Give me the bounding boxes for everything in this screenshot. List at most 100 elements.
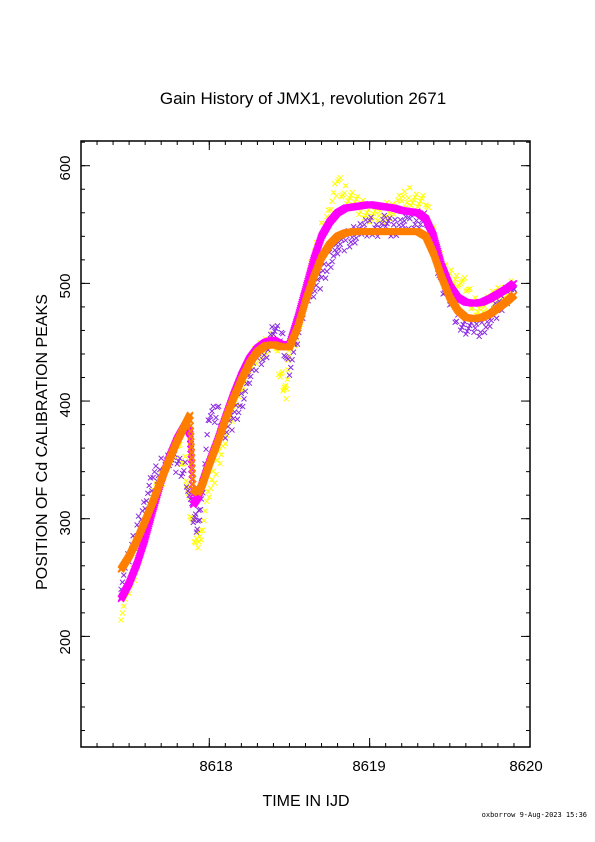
series-orange [117, 227, 518, 573]
data-point [476, 305, 483, 312]
x-tick-label-8620: 8620 [509, 758, 542, 775]
y-tick-label-200: 200 [57, 629, 74, 654]
data-point [258, 361, 265, 368]
data-point [353, 235, 360, 241]
data-point [408, 202, 414, 209]
data-point [406, 215, 413, 222]
data-point [239, 403, 246, 410]
data-point [202, 508, 209, 514]
y-tick-label-400: 400 [57, 392, 74, 417]
data-point [414, 203, 421, 210]
data-point [488, 317, 495, 324]
data-point [345, 198, 352, 204]
data-point [235, 409, 242, 416]
data-point [409, 199, 416, 206]
data-point [211, 419, 218, 426]
data-point [384, 220, 390, 227]
chart-title: Gain History of JMX1, revolution 2671 [160, 89, 446, 108]
data-point [463, 331, 469, 337]
data-point [259, 356, 266, 363]
data-point [242, 388, 249, 395]
data-point [378, 220, 385, 227]
data-point [328, 264, 334, 271]
data-point [185, 488, 191, 494]
data-point [120, 572, 127, 578]
data-point [329, 258, 336, 265]
data-point [362, 212, 369, 219]
data-point [271, 328, 278, 335]
data-point [356, 211, 362, 218]
y-tick-label-600: 600 [57, 155, 74, 180]
data-point [119, 579, 126, 586]
data-point [400, 222, 406, 229]
data-point [404, 199, 410, 206]
data-point [286, 372, 293, 379]
y-axis-label: POSITION OF Cd CALIBRATION PEAKS [34, 294, 51, 590]
data-point [175, 458, 182, 464]
data-point [471, 329, 477, 336]
data-point [448, 267, 455, 273]
data-point [182, 453, 189, 460]
data-point [196, 507, 202, 514]
data-point [195, 517, 201, 524]
data-point [144, 490, 151, 497]
data-point [333, 192, 340, 199]
data-point [398, 198, 405, 204]
data-point [412, 194, 418, 201]
data-point [178, 473, 185, 480]
data-point [510, 279, 518, 287]
data-point [263, 354, 270, 361]
data-point [460, 321, 467, 328]
data-point [203, 498, 210, 505]
data-point [336, 246, 342, 252]
data-point [457, 327, 464, 333]
x-tick-label-8618: 8618 [199, 758, 232, 775]
data-point [207, 485, 214, 492]
data-point [328, 206, 334, 213]
data-point [206, 417, 213, 424]
data-point [337, 241, 344, 248]
data-point [476, 333, 483, 340]
data-point [337, 175, 344, 181]
data-point [346, 243, 353, 250]
data-point [322, 275, 329, 281]
data-point [173, 469, 179, 476]
data-point [196, 533, 203, 540]
data-point [143, 498, 150, 504]
data-point [179, 470, 186, 477]
x-tick-label-8619: 8619 [352, 758, 385, 775]
footer-stamp: oxborrow 9-Aug-2023 15:36 [482, 811, 587, 819]
data-point [206, 494, 213, 500]
data-point [203, 446, 209, 453]
axis-ticks [80, 141, 531, 747]
data-point [418, 195, 425, 202]
data-point [222, 441, 229, 447]
data-point [241, 396, 247, 402]
data-point [385, 215, 392, 222]
data-point [397, 216, 404, 223]
data-point [401, 218, 408, 224]
data-point [198, 537, 205, 543]
data-point [280, 387, 286, 394]
data-point [354, 193, 361, 200]
data-point [195, 544, 201, 551]
data-point [342, 182, 349, 189]
data-point [401, 188, 408, 195]
data-point [204, 431, 211, 438]
data-point [199, 527, 206, 534]
y-tick-label-500: 500 [57, 273, 74, 298]
data-point [287, 364, 294, 371]
data-point [283, 386, 290, 392]
data-point [487, 323, 493, 330]
data-point [332, 247, 338, 253]
data-point [213, 414, 219, 421]
data-point [372, 208, 378, 214]
data-point [207, 412, 214, 419]
data-point [270, 331, 277, 338]
data-point [312, 288, 318, 294]
data-point [158, 455, 165, 462]
data-point [475, 309, 481, 315]
data-point [246, 380, 253, 387]
data-point [458, 324, 465, 331]
